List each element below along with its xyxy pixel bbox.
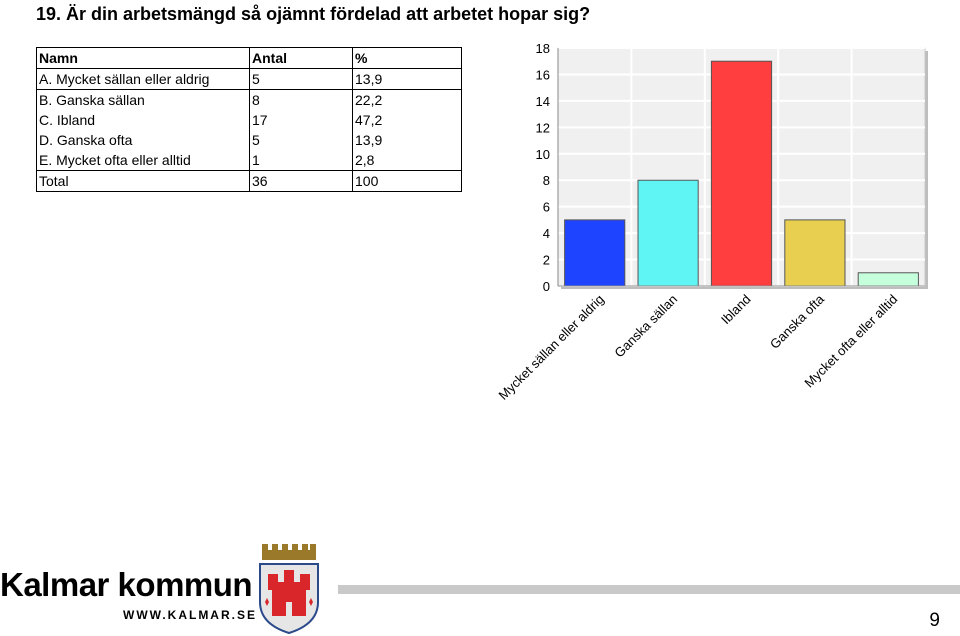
- table-row: B. Ganska sällan 8 22,2: [36, 89, 462, 110]
- bar: [564, 219, 626, 287]
- y-tick-label: 16: [536, 67, 550, 82]
- total-percent: 100: [352, 170, 462, 192]
- bar: [784, 219, 846, 287]
- brand-name: Kalmar kommun: [0, 566, 253, 603]
- page-number: 9: [929, 610, 940, 631]
- crest-crown: [262, 544, 316, 560]
- row-percent: 22,2: [352, 89, 462, 110]
- table-row: E. Mycket ofta eller alltid 1 2,8: [36, 150, 462, 171]
- row-percent: 2,8: [352, 150, 462, 171]
- row-percent: 47,2: [352, 110, 462, 130]
- y-tick-label: 10: [536, 147, 550, 162]
- row-name: C. Ibland: [36, 110, 250, 130]
- y-tick-label: 4: [543, 226, 550, 241]
- header-percent: %: [352, 47, 462, 69]
- total-count: 36: [249, 170, 353, 192]
- y-tick-label: 6: [543, 200, 550, 215]
- crest-stars: [265, 598, 313, 606]
- table-row: A. Mycket sällan eller aldrig 5 13,9: [36, 68, 462, 90]
- table-header-row: Namn Antal %: [36, 47, 462, 69]
- table-row: D. Ganska ofta 5 13,9: [36, 130, 462, 150]
- bar: [637, 179, 699, 287]
- row-count: 17: [249, 110, 353, 130]
- footer-divider: [338, 585, 960, 594]
- x-tick-label: Ibland: [718, 292, 754, 328]
- row-count: 8: [249, 89, 353, 110]
- row-name: D. Ganska ofta: [36, 130, 250, 150]
- x-tick-label: Ganska sällan: [611, 292, 680, 361]
- x-tick-label: Mycket sällan eller aldrig: [496, 292, 607, 403]
- row-percent: 13,9: [352, 130, 462, 150]
- row-count: 5: [249, 130, 353, 150]
- row-percent: 13,9: [352, 68, 462, 90]
- y-tick-label: 12: [536, 120, 550, 135]
- y-tick-label: 8: [543, 173, 550, 188]
- y-tick-label: 18: [536, 41, 550, 56]
- x-tick-label: Ganska ofta: [767, 291, 828, 352]
- row-count: 5: [249, 68, 353, 90]
- bar: [710, 60, 773, 287]
- header-namn: Namn: [36, 47, 250, 69]
- row-name: A. Mycket sällan eller aldrig: [36, 68, 250, 90]
- table-row: C. Ibland 17 47,2: [36, 110, 462, 130]
- y-tick-label: 14: [536, 94, 550, 109]
- y-tick-label: 2: [543, 253, 550, 268]
- header-antal: Antal: [249, 47, 353, 69]
- row-name: E. Mycket ofta eller alltid: [36, 150, 250, 171]
- page-title: 19. Är din arbetsmängd så ojämnt fördela…: [36, 4, 591, 24]
- brand-url: WWW.KALMAR.SE: [123, 608, 257, 622]
- table-total-row: Total 36 100: [36, 170, 462, 192]
- results-table: Namn Antal % A. Mycket sällan eller aldr…: [36, 47, 462, 192]
- crest-castle: [268, 570, 310, 616]
- kalmar-crest-logo: [259, 544, 319, 634]
- bar: [857, 272, 919, 287]
- total-label: Total: [36, 170, 250, 192]
- row-count: 1: [249, 150, 353, 171]
- row-name: B. Ganska sällan: [36, 89, 250, 110]
- y-tick-label: 0: [543, 279, 550, 294]
- bar-chart: 0 2 4 6 8 10 12 14 16 18 Mycket sällan eller aldri…: [496, 41, 928, 403]
